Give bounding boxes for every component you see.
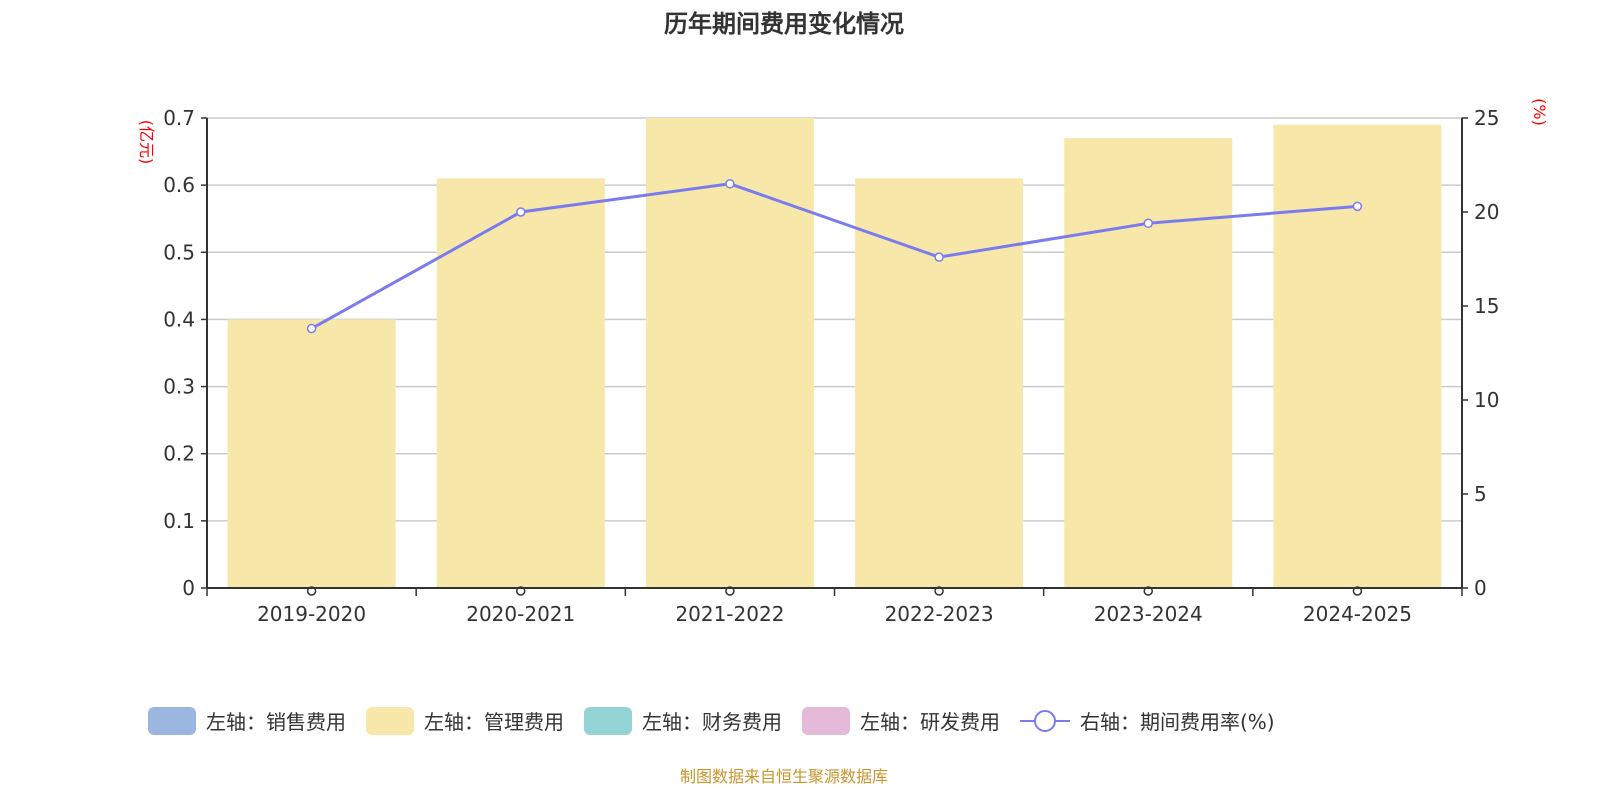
bar-左轴：管理费用 (1064, 138, 1233, 588)
legend-label: 左轴：管理费用 (424, 710, 564, 734)
left-tick-label: 0.5 (163, 240, 195, 264)
left-tick-label: 0.3 (163, 375, 195, 399)
legend-line-icon (1020, 709, 1070, 732)
line-point (516, 207, 526, 217)
left-tick-label: 0.4 (163, 307, 195, 331)
left-tick-label: 0.6 (163, 173, 195, 197)
x-tick-label: 2020-2021 (466, 602, 575, 626)
legend-item[interactable]: 左轴：销售费用 (148, 706, 346, 735)
source-note: 制图数据来自恒生聚源数据库 (679, 767, 888, 786)
right-tick-label: 20 (1474, 200, 1499, 224)
legend-swatch (148, 706, 196, 735)
legend-label: 右轴：期间费用率(%) (1080, 710, 1275, 734)
x-tick-label: 2019-2020 (257, 602, 366, 626)
legend-item[interactable]: 左轴：管理费用 (366, 706, 564, 735)
left-tick-label: 0.7 (163, 106, 195, 130)
line-point (725, 179, 735, 189)
left-tick-label: 0.1 (163, 509, 195, 533)
line-point (1352, 201, 1363, 212)
line-point (1143, 218, 1153, 229)
legend-label: 左轴：研发费用 (860, 710, 1000, 734)
line-point (934, 252, 944, 262)
legend-item[interactable]: 左轴：研发费用 (802, 706, 1000, 735)
x-tick-label: 2024-2025 (1303, 602, 1412, 626)
left-tick-label: 0 (182, 576, 195, 600)
bar-左轴：管理费用 (645, 118, 814, 588)
bar-左轴：管理费用 (1273, 124, 1442, 588)
left-tick-label: 0.2 (163, 442, 195, 466)
x-tick-label: 2023-2024 (1094, 602, 1203, 626)
x-tick-label: 2021-2022 (675, 602, 784, 626)
right-axis-label: (%) (1530, 98, 1549, 126)
x-tick-label: 2022-2023 (885, 602, 994, 626)
right-tick-label: 0 (1474, 576, 1487, 600)
line-point (306, 323, 317, 334)
legend-label: 左轴：销售费用 (206, 710, 346, 734)
bar-左轴：管理费用 (855, 178, 1024, 588)
right-tick-label: 15 (1474, 294, 1499, 318)
legend-item[interactable]: 左轴：财务费用 (584, 706, 782, 735)
chart-title: 历年期间费用变化情况 (664, 10, 904, 38)
legend-label: 左轴：财务费用 (642, 710, 782, 734)
left-axis-label: (亿元) (137, 120, 156, 165)
bar-左轴：管理费用 (227, 319, 396, 588)
right-tick-label: 5 (1474, 482, 1487, 506)
legend-swatch (366, 706, 414, 735)
legend-swatch (802, 706, 850, 735)
bar-左轴：管理费用 (436, 178, 605, 588)
legend-swatch (584, 706, 632, 735)
right-tick-label: 25 (1474, 106, 1499, 130)
legend-item[interactable]: 右轴：期间费用率(%) (1020, 706, 1275, 735)
right-tick-label: 10 (1474, 388, 1499, 412)
legend: 左轴：销售费用 左轴：管理费用 左轴：财务费用 左轴：研发费用 右轴：期间费用率(%) (148, 706, 1295, 735)
line-series (310, 182, 1358, 330)
